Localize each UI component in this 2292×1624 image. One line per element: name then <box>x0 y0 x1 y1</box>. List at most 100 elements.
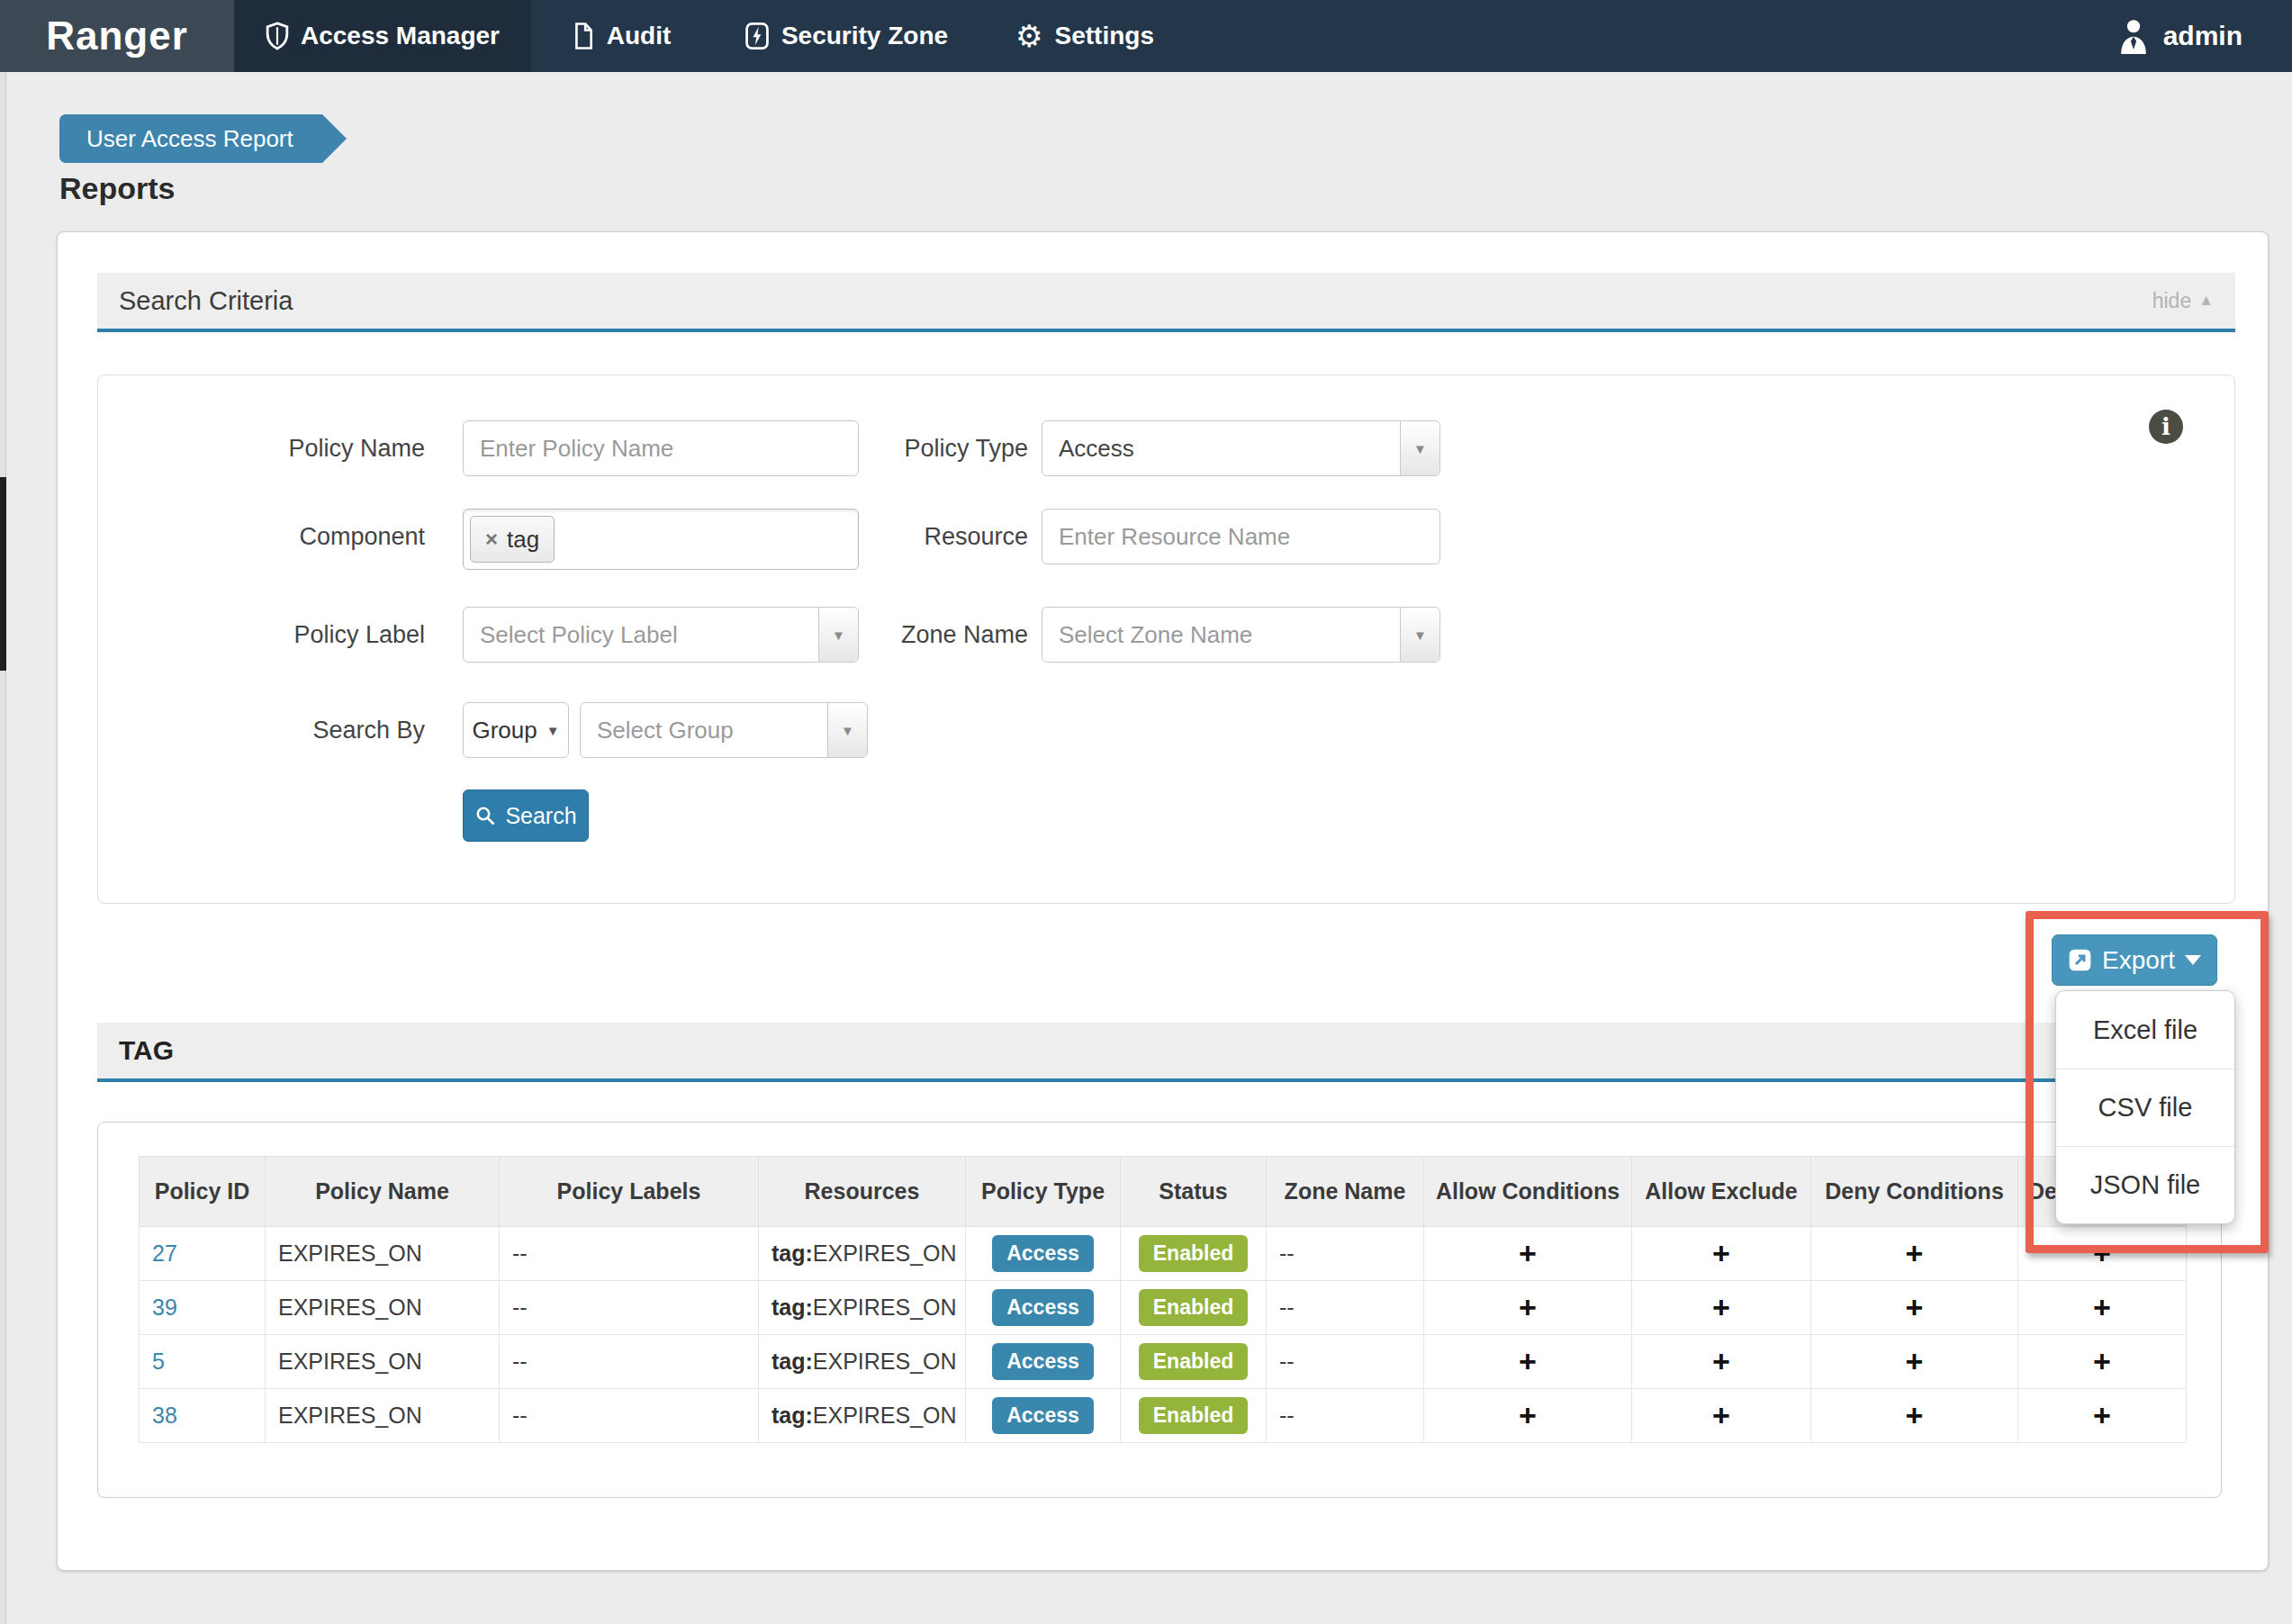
caret-up-icon: ▲ <box>2198 292 2214 310</box>
user-icon <box>2116 18 2151 54</box>
export-button[interactable]: Export <box>2052 934 2217 986</box>
allow-exclude-expand-icon[interactable]: + <box>1712 1398 1730 1432</box>
deny-exclude-expand-icon[interactable]: + <box>2093 1290 2111 1324</box>
allow-conditions-expand-icon[interactable]: + <box>1519 1236 1537 1270</box>
policy-type-badge: Access <box>992 1235 1094 1272</box>
col-deny-conditions: Deny Conditions <box>1811 1157 2018 1227</box>
zone-name-label: Zone Name <box>818 607 1028 663</box>
user-menu[interactable]: admin <box>2116 0 2242 72</box>
chevron-down-icon: ▼ <box>1400 421 1439 475</box>
status-badge: Enabled <box>1139 1289 1248 1326</box>
deny-exclude-expand-icon[interactable]: + <box>2093 1344 2111 1378</box>
chevron-down-icon: ▼ <box>827 703 867 757</box>
nav-audit[interactable]: Audit <box>540 0 702 72</box>
search-by-selector[interactable]: Group ▼ <box>463 702 569 758</box>
menu-item-csv[interactable]: CSV file <box>2056 1069 2234 1146</box>
table-row: 39 EXPIRES_ON -- tag:EXPIRES_ON Access E… <box>140 1281 2187 1335</box>
resource-prefix: tag: <box>772 1349 813 1374</box>
col-resources: Resources <box>759 1157 966 1227</box>
resources-cell: tag:EXPIRES_ON <box>759 1227 966 1281</box>
nav-security-zone[interactable]: Security Zone <box>711 0 981 72</box>
resource-value: EXPIRES_ON <box>813 1295 957 1320</box>
tag-section-title: TAG <box>119 1035 174 1066</box>
chip-remove-icon[interactable]: × <box>485 528 498 550</box>
nav-label: Security Zone <box>781 22 948 50</box>
policy-name-input[interactable] <box>463 420 859 476</box>
gear-icon: ⚙ <box>1015 21 1042 51</box>
search-button[interactable]: Search <box>463 789 589 842</box>
policy-id-link[interactable]: 38 <box>152 1403 177 1428</box>
ranger-logo[interactable]: Ranger <box>0 0 234 72</box>
search-icon <box>474 805 496 826</box>
resource-input[interactable] <box>1042 509 1440 564</box>
select-group-select[interactable]: Select Group ▼ <box>580 702 868 758</box>
screen-edge-strip-dark <box>0 477 6 671</box>
chip-label: tag <box>507 526 539 554</box>
deny-conditions-expand-icon[interactable]: + <box>1906 1398 1924 1432</box>
deny-conditions-expand-icon[interactable]: + <box>1906 1344 1924 1378</box>
policy-id-link[interactable]: 39 <box>152 1295 177 1320</box>
shield-icon <box>266 22 289 50</box>
col-allow-exclude: Allow Exclude <box>1632 1157 1811 1227</box>
policy-label-label: Policy Label <box>152 607 425 663</box>
resources-cell: tag:EXPIRES_ON <box>759 1335 966 1389</box>
table-row: 5 EXPIRES_ON -- tag:EXPIRES_ON Access En… <box>140 1335 2187 1389</box>
zone-name-select[interactable]: Select Zone Name ▼ <box>1042 607 1440 663</box>
allow-conditions-expand-icon[interactable]: + <box>1519 1398 1537 1432</box>
bolt-icon <box>744 22 770 50</box>
deny-exclude-expand-icon[interactable]: + <box>2093 1236 2111 1270</box>
policy-id-link[interactable]: 5 <box>152 1349 165 1374</box>
allow-exclude-expand-icon[interactable]: + <box>1712 1344 1730 1378</box>
allow-exclude-expand-icon[interactable]: + <box>1712 1236 1730 1270</box>
col-allow-conditions: Allow Conditions <box>1424 1157 1632 1227</box>
search-criteria-header: Search Criteria hide ▲ <box>97 273 2235 332</box>
search-form-panel: i Policy Name Policy Type Access ▼ Compo… <box>97 374 2235 904</box>
status-badge: Enabled <box>1139 1397 1248 1434</box>
table-row: 38 EXPIRES_ON -- tag:EXPIRES_ON Access E… <box>140 1389 2187 1443</box>
policy-name-label: Policy Name <box>152 420 425 476</box>
nav-settings[interactable]: ⚙ Settings <box>990 0 1179 72</box>
deny-exclude-expand-icon[interactable]: + <box>2093 1398 2111 1432</box>
table-header-row: Policy ID Policy Name Policy Labels Reso… <box>140 1157 2187 1227</box>
breadcrumb-user-access-report[interactable]: User Access Report <box>59 114 322 163</box>
policies-table: Policy ID Policy Name Policy Labels Reso… <box>139 1156 2187 1443</box>
zone-name-cell: -- <box>1267 1389 1424 1443</box>
component-input[interactable]: × tag <box>463 509 859 570</box>
top-navbar: Ranger Access Manager Audit Security Zon… <box>0 0 2292 72</box>
policy-type-select[interactable]: Access ▼ <box>1042 420 1440 476</box>
deny-conditions-expand-icon[interactable]: + <box>1906 1290 1924 1324</box>
resource-value: EXPIRES_ON <box>813 1403 957 1428</box>
caret-down-icon <box>2185 955 2201 965</box>
nav-label: Audit <box>607 22 672 50</box>
status-badge: Enabled <box>1139 1235 1248 1272</box>
deny-conditions-expand-icon[interactable]: + <box>1906 1236 1924 1270</box>
resource-value: EXPIRES_ON <box>813 1241 957 1266</box>
col-status: Status <box>1121 1157 1267 1227</box>
resource-prefix: tag: <box>772 1295 813 1320</box>
caret-down-icon: ▼ <box>546 723 560 738</box>
policy-label-placeholder: Select Policy Label <box>464 608 858 662</box>
zone-name-cell: -- <box>1267 1335 1424 1389</box>
allow-conditions-expand-icon[interactable]: + <box>1519 1290 1537 1324</box>
export-dropdown-menu: Excel file CSV file JSON file <box>2055 990 2235 1224</box>
allow-exclude-expand-icon[interactable]: + <box>1712 1290 1730 1324</box>
nav-label: Access Manager <box>301 22 500 50</box>
select-group-placeholder: Select Group <box>581 703 867 757</box>
col-policy-labels: Policy Labels <box>500 1157 759 1227</box>
menu-item-json[interactable]: JSON file <box>2056 1146 2234 1223</box>
nav-label: Settings <box>1055 22 1154 50</box>
status-badge: Enabled <box>1139 1343 1248 1380</box>
col-policy-type: Policy Type <box>966 1157 1121 1227</box>
hide-toggle[interactable]: hide ▲ <box>2152 289 2214 313</box>
export-icon <box>2068 948 2092 972</box>
allow-conditions-expand-icon[interactable]: + <box>1519 1344 1537 1378</box>
chevron-down-icon: ▼ <box>1400 608 1439 662</box>
screen-edge-strip <box>0 72 6 1624</box>
policy-type-value: Access <box>1042 421 1439 475</box>
search-button-label: Search <box>505 803 576 829</box>
col-policy-id: Policy ID <box>140 1157 266 1227</box>
policy-id-link[interactable]: 27 <box>152 1241 177 1266</box>
policy-label-select[interactable]: Select Policy Label ▼ <box>463 607 859 663</box>
nav-access-manager[interactable]: Access Manager <box>234 0 531 72</box>
menu-item-excel[interactable]: Excel file <box>2056 991 2234 1069</box>
